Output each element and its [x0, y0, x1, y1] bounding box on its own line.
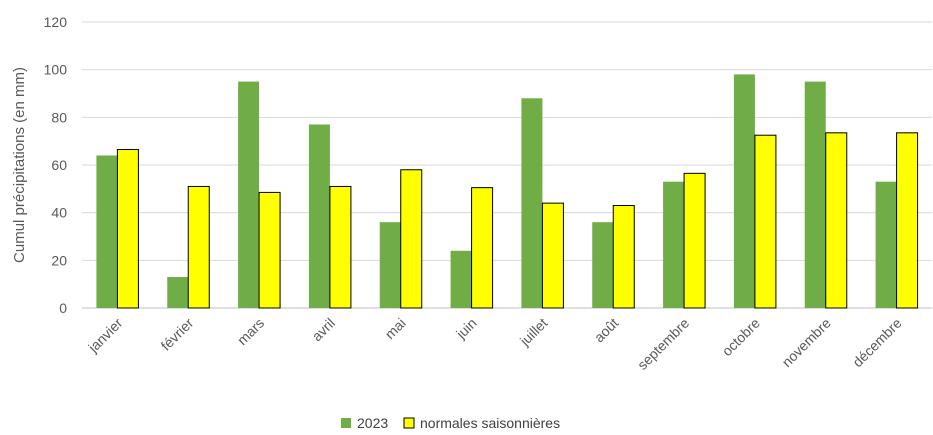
- bar-normales-août: [612, 205, 635, 309]
- x-tick-label: novembre: [779, 315, 834, 370]
- y-tick-label: 60: [51, 157, 67, 173]
- x-tick-labels: janvier février mars avril mai juin juillet aoû…: [84, 315, 904, 373]
- bar-2023-mars: [238, 81, 260, 308]
- bar-2023-octobre: [733, 74, 755, 308]
- legend-label-normales: normales saisonnières: [420, 415, 560, 431]
- x-tick-label: septembre: [634, 315, 692, 373]
- legend-swatch-normales: [403, 417, 415, 429]
- y-tick-label: 120: [44, 14, 68, 30]
- x-tick-label: mai: [382, 315, 409, 342]
- bar-2023-juillet: [521, 98, 543, 309]
- x-tick-label: mars: [234, 315, 267, 348]
- x-tick-label: janvier: [84, 315, 125, 356]
- y-axis-title: Cumul précipitations (en mm): [11, 67, 28, 263]
- bar-2023-novembre: [804, 81, 826, 308]
- y-tick-label: 40: [51, 205, 67, 221]
- bar-normales-février: [187, 185, 210, 309]
- bar-normales-décembre: [896, 132, 919, 309]
- x-tick-label: février: [158, 315, 197, 354]
- bar-2023-février: [167, 277, 189, 308]
- bar-2023-juin: [450, 250, 472, 308]
- y-tick-label: 100: [44, 62, 68, 78]
- x-tick-label: juin: [452, 315, 479, 342]
- bar-normales-juillet: [541, 202, 564, 309]
- x-tick-label: décembre: [849, 315, 904, 370]
- y-tick-label: 20: [51, 252, 67, 268]
- bar-2023-août: [592, 222, 614, 308]
- x-tick-label: août: [591, 315, 622, 346]
- x-tick-label: octobre: [719, 315, 763, 359]
- bar-2023-décembre: [875, 181, 897, 308]
- bar-2023-avril: [308, 124, 330, 308]
- bar-normales-novembre: [825, 132, 848, 309]
- x-tick-label: avril: [309, 315, 338, 344]
- bar-normales-octobre: [754, 134, 777, 309]
- y-tick-label: 80: [51, 109, 67, 125]
- bar-normales-janvier: [116, 149, 139, 309]
- legend: 2023 normales saisonnières: [341, 415, 560, 431]
- bar-normales-juin: [471, 187, 494, 309]
- gridlines: [82, 21, 932, 309]
- legend-swatch-2023: [341, 418, 351, 428]
- bar-normales-septembre: [683, 172, 706, 309]
- legend-label-2023: 2023: [357, 415, 388, 431]
- bar-normales-mars: [258, 191, 281, 309]
- bar-2023-mai: [379, 222, 401, 308]
- bar-2023-janvier: [96, 155, 118, 308]
- bar-normales-mai: [400, 169, 423, 309]
- y-tick-labels: 0 20 40 60 80 100 120: [44, 14, 68, 316]
- x-tick-label: juillet: [516, 315, 551, 350]
- bar-2023-septembre: [663, 181, 685, 308]
- bars: [96, 74, 919, 309]
- bar-normales-avril: [329, 185, 352, 309]
- y-tick-label: 0: [59, 300, 67, 316]
